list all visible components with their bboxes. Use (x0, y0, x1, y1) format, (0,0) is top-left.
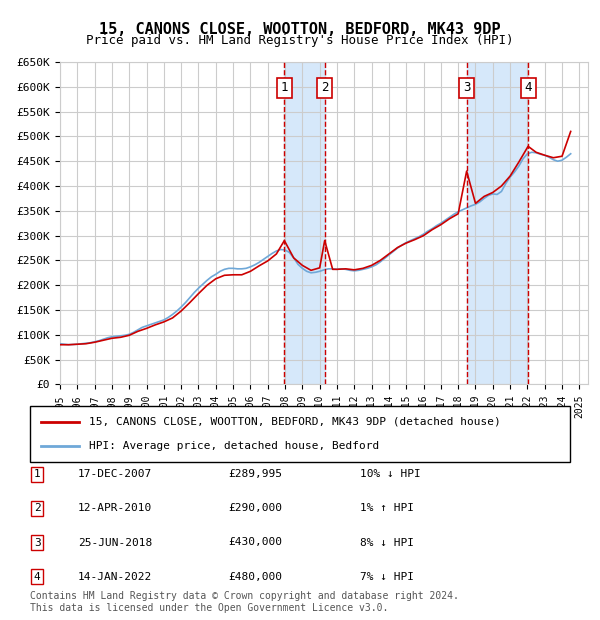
Text: 25-JUN-2018: 25-JUN-2018 (78, 538, 152, 547)
Text: 10% ↓ HPI: 10% ↓ HPI (360, 469, 421, 479)
Text: 15, CANONS CLOSE, WOOTTON, BEDFORD, MK43 9DP (detached house): 15, CANONS CLOSE, WOOTTON, BEDFORD, MK43… (89, 417, 501, 427)
Text: 14-JAN-2022: 14-JAN-2022 (78, 572, 152, 582)
Text: 7% ↓ HPI: 7% ↓ HPI (360, 572, 414, 582)
Text: HPI: Average price, detached house, Bedford: HPI: Average price, detached house, Bedf… (89, 441, 380, 451)
Text: 2: 2 (34, 503, 41, 513)
Text: 4: 4 (34, 572, 41, 582)
Bar (467, 62, 528, 384)
Text: £290,000: £290,000 (228, 503, 282, 513)
Text: 1: 1 (281, 81, 288, 94)
Text: £289,995: £289,995 (228, 469, 282, 479)
Text: 3: 3 (34, 538, 41, 547)
Text: 2: 2 (321, 81, 328, 94)
Text: 8% ↓ HPI: 8% ↓ HPI (360, 538, 414, 547)
FancyBboxPatch shape (30, 406, 570, 462)
Text: Price paid vs. HM Land Registry's House Price Index (HPI): Price paid vs. HM Land Registry's House … (86, 34, 514, 47)
Text: £480,000: £480,000 (228, 572, 282, 582)
Text: £430,000: £430,000 (228, 538, 282, 547)
Text: 12-APR-2010: 12-APR-2010 (78, 503, 152, 513)
Text: 3: 3 (463, 81, 470, 94)
Text: Contains HM Land Registry data © Crown copyright and database right 2024.
This d: Contains HM Land Registry data © Crown c… (30, 591, 459, 613)
Text: 17-DEC-2007: 17-DEC-2007 (78, 469, 152, 479)
Text: 1% ↑ HPI: 1% ↑ HPI (360, 503, 414, 513)
Text: 1: 1 (34, 469, 41, 479)
Bar (284, 62, 325, 384)
Text: 15, CANONS CLOSE, WOOTTON, BEDFORD, MK43 9DP: 15, CANONS CLOSE, WOOTTON, BEDFORD, MK43… (99, 22, 501, 37)
Text: 4: 4 (524, 81, 532, 94)
